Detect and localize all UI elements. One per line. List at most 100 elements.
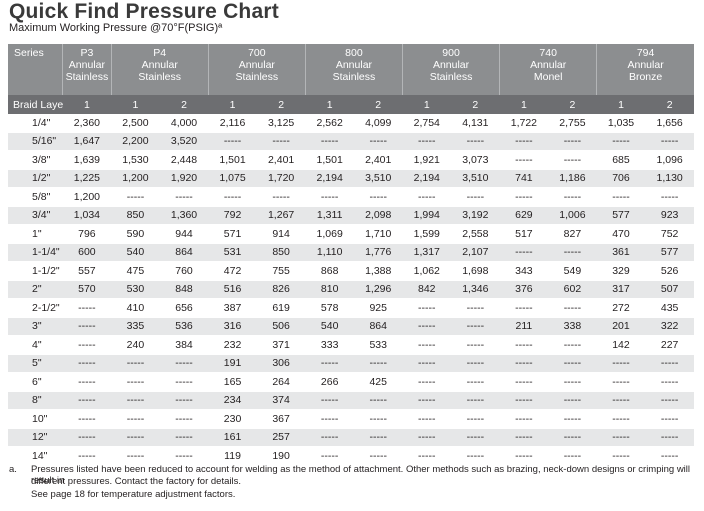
pressure-cell: -----: [402, 446, 452, 466]
hose-size-cell: 14": [8, 446, 63, 466]
pressure-cell: 1,530: [111, 150, 160, 170]
pressure-cell: 387: [208, 298, 257, 318]
table-row: 1-1/2" 557 475 760 472 755 868 1,388 1,062 1,698 3…: [8, 261, 694, 281]
pressure-cell: -----: [305, 132, 354, 151]
series-header: 740 Annular Monel: [499, 44, 597, 95]
pressure-cell: 142: [596, 335, 646, 355]
pressure-cell: -----: [596, 446, 646, 466]
pressure-cell: 1,720: [256, 169, 306, 188]
pressure-cell: -----: [353, 354, 403, 373]
pressure-cell: -----: [451, 298, 500, 318]
pressure-cell: -----: [62, 409, 112, 429]
pressure-cell: -----: [62, 428, 112, 447]
pressure-cell: -----: [548, 409, 597, 429]
pressure-cell: -----: [548, 372, 597, 392]
pressure-cell: 796: [62, 224, 112, 244]
table-row: 1-1/4" 600 540 864 531 850 1,110 1,776 1,317 2,10…: [8, 243, 694, 262]
pressure-cell: 1,096: [645, 150, 694, 170]
pressure-cell: 322: [645, 317, 694, 336]
table-row: 1/2" 1,225 1,200 1,920 1,075 1,720 2,194 3,510 2…: [8, 169, 694, 188]
table-row: 10" ----- ----- ----- 230 367 ----- ----- ----- -…: [8, 409, 694, 429]
pressure-cell: -----: [499, 187, 549, 207]
pressure-cell: -----: [402, 317, 452, 336]
pressure-cell: -----: [305, 391, 354, 410]
pressure-cell: 232: [208, 335, 257, 355]
pressure-cell: 741: [499, 169, 549, 188]
table-row: 5/16" 1,647 2,200 3,520 ----- ----- ----- -----…: [8, 132, 694, 151]
pressure-cell: -----: [111, 428, 160, 447]
braid-count: 2: [353, 95, 403, 114]
table-row: 2-1/2" ----- 410 656 387 619 578 925 ----- ----- -…: [8, 298, 694, 318]
hose-size-cell: 1/2": [8, 169, 63, 188]
hose-size-cell: 12": [8, 428, 63, 447]
pressure-cell: -----: [256, 132, 306, 151]
table-row: 5" ----- ----- ----- 191 306 ----- ----- ----- --…: [8, 354, 694, 373]
pressure-cell: 230: [208, 409, 257, 429]
pressure-cell: -----: [159, 187, 209, 207]
hose-size-cell: 2": [8, 280, 63, 299]
pressure-cell: 517: [499, 224, 549, 244]
pressure-cell: -----: [645, 428, 694, 447]
pressure-cell: -----: [499, 150, 549, 170]
pressure-cell: -----: [548, 187, 597, 207]
pressure-cell: -----: [402, 335, 452, 355]
pressure-cell: -----: [645, 187, 694, 207]
pressure-cell: -----: [353, 187, 403, 207]
pressure-cell: 343: [499, 261, 549, 281]
pressure-cell: -----: [159, 428, 209, 447]
pressure-cell: -----: [62, 372, 112, 392]
pressure-cell: -----: [499, 446, 549, 466]
hose-size-cell: 8": [8, 391, 63, 410]
pressure-cell: 685: [596, 150, 646, 170]
table-body: 1/4" 2,360 2,500 4,000 2,116 3,125 2,562 4,099 2…: [8, 114, 694, 466]
pressure-cell: 3,510: [451, 169, 500, 188]
pressure-cell: 3,125: [256, 114, 306, 133]
pressure-cell: 374: [256, 391, 306, 410]
pressure-cell: -----: [645, 409, 694, 429]
pressure-cell: 4,000: [159, 114, 209, 133]
pressure-cell: -----: [62, 317, 112, 336]
pressure-table: Series P3 Annular Stainless P4 Annular Stain…: [8, 44, 694, 466]
pressure-cell: 201: [596, 317, 646, 336]
pressure-cell: -----: [353, 428, 403, 447]
pressure-cell: 507: [645, 280, 694, 299]
pressure-cell: -----: [499, 409, 549, 429]
pressure-cell: 914: [256, 224, 306, 244]
pressure-cell: 549: [548, 261, 597, 281]
pressure-cell: 227: [645, 335, 694, 355]
pressure-cell: -----: [111, 409, 160, 429]
pressure-cell: -----: [402, 132, 452, 151]
pressure-cell: 526: [645, 261, 694, 281]
table-row: 3/4" 1,034 850 1,360 792 1,267 1,311 2,098 1,994…: [8, 206, 694, 225]
pressure-cell: -----: [451, 187, 500, 207]
pressure-cell: -----: [645, 372, 694, 392]
pressure-cell: 1,062: [402, 261, 452, 281]
pressure-cell: -----: [353, 446, 403, 466]
pressure-cell: -----: [548, 446, 597, 466]
braid-count: 1: [62, 95, 112, 114]
page-title: Quick Find Pressure Chart: [9, 0, 279, 23]
pressure-cell: -----: [499, 298, 549, 318]
pressure-cell: -----: [62, 354, 112, 373]
braid-count: 1: [111, 95, 160, 114]
pressure-cell: -----: [62, 335, 112, 355]
pressure-cell: 944: [159, 224, 209, 244]
pressure-cell: 317: [596, 280, 646, 299]
pressure-cell: 3,520: [159, 132, 209, 151]
pressure-cell: 161: [208, 428, 257, 447]
pressure-cell: 810: [305, 280, 354, 299]
pressure-cell: 590: [111, 224, 160, 244]
series-header: 794 Annular Bronze: [596, 44, 694, 95]
pressure-cell: -----: [451, 428, 500, 447]
pressure-cell: 1,311: [305, 206, 354, 225]
pressure-cell: 706: [596, 169, 646, 188]
pressure-cell: 190: [256, 446, 306, 466]
pressure-cell: 540: [111, 243, 160, 262]
pressure-cell: 570: [62, 280, 112, 299]
pressure-cell: 191: [208, 354, 257, 373]
pressure-cell: 571: [208, 224, 257, 244]
pressure-cell: 264: [256, 372, 306, 392]
pressure-cell: 2,194: [402, 169, 452, 188]
pressure-cell: 530: [111, 280, 160, 299]
pressure-cell: 234: [208, 391, 257, 410]
